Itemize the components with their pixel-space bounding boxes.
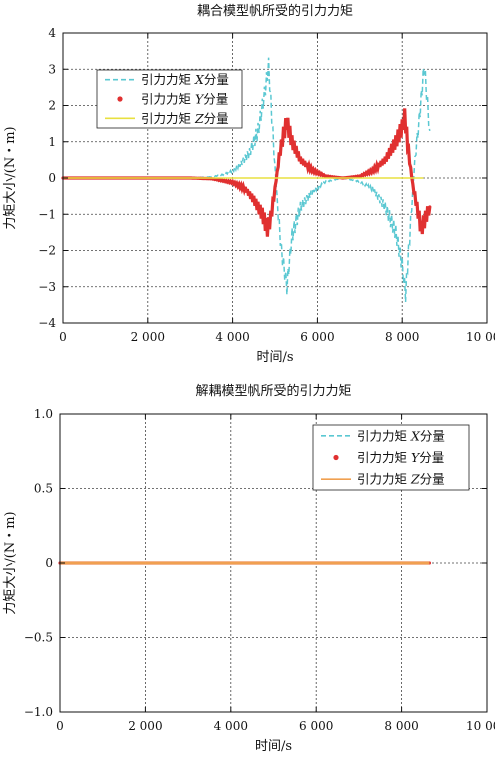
legend-label: 引力力矩 Z分量 xyxy=(141,111,229,126)
x-tick-label: 4 000 xyxy=(214,719,248,733)
y-tick-label: −1.0 xyxy=(24,705,53,719)
legend-label: 引力力矩 Y分量 xyxy=(357,450,444,465)
y-tick-label: 2 xyxy=(48,99,56,113)
x-tick-label: 4 000 xyxy=(215,330,249,344)
y-tick-label: −2 xyxy=(38,244,56,258)
legend-label: 引力力矩 X分量 xyxy=(357,428,445,443)
x-axis-label: 时间/s xyxy=(256,350,293,365)
chart-1: 耦合模型帆所受的引力力矩 0 2 000 4 000 6 000 8 000 10 000 −… xyxy=(3,3,495,365)
x-tick-label: 2 000 xyxy=(131,330,165,344)
y-axis-label: 力矩大小/(N・m) xyxy=(3,511,18,614)
y-axis-label: 力矩大小/(N・m) xyxy=(3,126,18,229)
x-tick-label: 8 000 xyxy=(384,719,418,733)
chart-2: 解耦模型帆所受的引力力矩 0 2 000 4 000 6 000 8 000 10 000 −… xyxy=(3,383,495,754)
y-tick-label: 3 xyxy=(48,62,56,76)
y-tick-label: 0 xyxy=(48,171,56,185)
y-tick-label: −0.5 xyxy=(24,631,53,645)
y-tick-label: 1.0 xyxy=(34,407,53,421)
legend-label: 引力力矩 Z分量 xyxy=(357,472,445,487)
x-tick-label: 2 000 xyxy=(128,719,162,733)
legend-label: 引力力矩 X分量 xyxy=(141,72,229,87)
x-tick-label: 10 000 xyxy=(466,330,495,344)
y-tick-label: −1 xyxy=(38,207,56,221)
legend-marker xyxy=(333,454,339,461)
y-tick-label: 4 xyxy=(48,26,56,40)
x-tick-label: 10 000 xyxy=(466,719,495,733)
legend-label: 引力力矩 Y分量 xyxy=(141,92,228,107)
series-line-x xyxy=(63,57,431,303)
x-tick-label: 8 000 xyxy=(385,330,419,344)
x-tick-label: 0 xyxy=(56,719,64,733)
x-axis-label: 时间/s xyxy=(255,739,292,754)
y-tick-label: 0.5 xyxy=(34,482,53,496)
chart-title: 解耦模型帆所受的引力力矩 xyxy=(195,383,351,399)
x-tick-label: 6 000 xyxy=(300,330,334,344)
x-tick-label: 6 000 xyxy=(299,719,333,733)
y-tick-label: −3 xyxy=(38,280,56,294)
x-tick-label: 0 xyxy=(59,330,67,344)
chart-title: 耦合模型帆所受的引力力矩 xyxy=(197,3,353,19)
y-tick-label: 0 xyxy=(45,556,53,570)
y-tick-label: 1 xyxy=(48,135,56,149)
legend-marker xyxy=(117,96,123,102)
y-tick-label: −4 xyxy=(38,316,56,330)
